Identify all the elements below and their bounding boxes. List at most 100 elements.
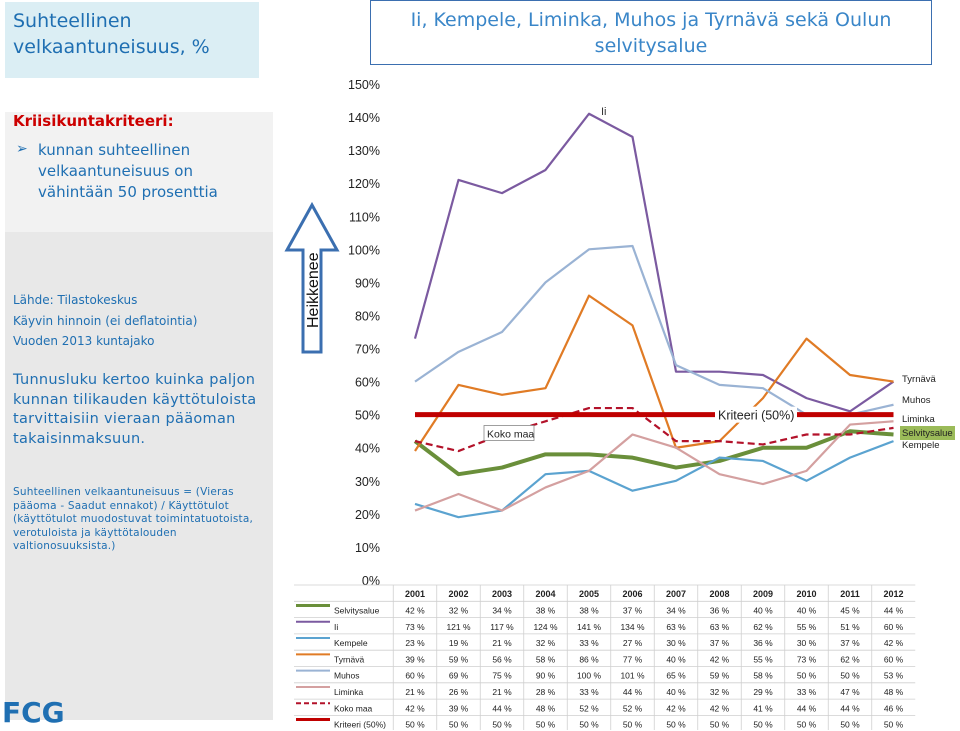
x-tick-label: 2012: [883, 589, 903, 599]
table-cell-value: 34 %: [666, 605, 686, 615]
table-cell-value: 77 %: [623, 654, 643, 664]
y-tick-label: 70%: [355, 343, 380, 357]
table-cell-value: 58 %: [536, 654, 556, 664]
table-cell-value: 56 %: [492, 654, 512, 664]
end-label: Selvitysalue: [902, 428, 953, 439]
table-cell-value: 100 %: [577, 671, 602, 681]
y-tick-label: 40%: [355, 442, 380, 456]
table-cell-value: 38 %: [579, 605, 599, 615]
table-cell-value: 36 %: [710, 605, 730, 615]
table-cell-value: 65 %: [666, 671, 686, 681]
description-text: Tunnusluku kertoo kuinka paljon kunnan t…: [13, 372, 257, 447]
table-cell-value: 86 %: [579, 654, 599, 664]
y-tick-label: 30%: [355, 475, 380, 489]
table-cell-value: 19 %: [449, 638, 469, 648]
table-cell-value: 60 %: [405, 671, 425, 681]
table-cell-value: 36 %: [753, 638, 773, 648]
source-info: Lähde: Tilastokeskus Käyvin hinnoin (ei …: [13, 290, 197, 352]
end-label: Muhos: [902, 395, 931, 406]
table-cell-value: 101 %: [620, 671, 645, 681]
table-cell-value: 21 %: [492, 638, 512, 648]
table-cell-value: 50 %: [797, 720, 817, 730]
series-line-selvitysalue: [413, 429, 894, 477]
legend-label: Koko maa: [334, 703, 373, 713]
table-cell-value: 52 %: [579, 703, 599, 713]
table-cell-value: 90 %: [536, 671, 556, 681]
table-cell-value: 44 %: [492, 703, 512, 713]
table-cell-value: 124 %: [533, 622, 558, 632]
table-cell-value: 69 %: [449, 671, 469, 681]
table-cell-value: 134 %: [620, 622, 645, 632]
series-line-liminka: [414, 420, 894, 512]
x-tick-label: 2009: [753, 589, 773, 599]
logo: FCG: [2, 696, 65, 729]
table-cell-value: 50 %: [753, 720, 773, 730]
x-tick-label: 2007: [666, 589, 686, 599]
legend-label: Tyrnävä: [334, 654, 365, 664]
table-cell-value: 42 %: [405, 605, 425, 615]
table-cell-value: 59 %: [449, 654, 469, 664]
table-cell-value: 40 %: [753, 605, 773, 615]
table-cell-value: 55 %: [797, 622, 817, 632]
table-cell-value: 60 %: [884, 622, 904, 632]
x-tick-label: 2001: [405, 589, 425, 599]
table-cell-value: 50 %: [710, 720, 730, 730]
table-cell-value: 50 %: [884, 720, 904, 730]
table-cell-value: 62 %: [753, 622, 773, 632]
table-cell-value: 63 %: [710, 622, 730, 632]
x-tick-label: 2003: [492, 589, 512, 599]
end-label: Kempele: [902, 440, 940, 451]
table-cell-value: 40 %: [666, 687, 686, 697]
table-cell-value: 73 %: [405, 622, 425, 632]
table-cell-value: 32 %: [449, 605, 469, 615]
table-cell-value: 42 %: [666, 703, 686, 713]
table-cell-value: 44 %: [840, 703, 860, 713]
x-tick-label: 2006: [622, 589, 642, 599]
table-cell-value: 53 %: [884, 671, 904, 681]
table-cell-value: 47 %: [840, 687, 860, 697]
table-cell-value: 33 %: [797, 687, 817, 697]
table-cell-value: 33 %: [579, 638, 599, 648]
source-line: Vuoden 2013 kuntajako: [13, 334, 155, 348]
annotation-label: Ii: [601, 106, 607, 118]
table-cell-value: 44 %: [623, 687, 643, 697]
table-cell-value: 21 %: [405, 687, 425, 697]
table-cell-value: 60 %: [884, 654, 904, 664]
end-label: Liminka: [902, 414, 935, 425]
annotation-label: Koko maa: [487, 429, 534, 441]
x-tick-label: 2002: [448, 589, 468, 599]
table-cell-value: 32 %: [710, 687, 730, 697]
arrow-bullet-icon: ➢: [16, 141, 28, 157]
y-tick-label: 10%: [355, 541, 380, 555]
criteria-text: kunnan suhteellinen velkaantuneisuus on …: [38, 141, 218, 201]
series-line-tyrnävä: [414, 294, 894, 452]
table-cell-value: 26 %: [449, 687, 469, 697]
legend-label: Kempele: [334, 638, 368, 648]
y-tick-label: 130%: [348, 144, 380, 158]
table-cell-value: 58 %: [753, 671, 773, 681]
table-cell-value: 33 %: [579, 687, 599, 697]
table-cell-value: 121 %: [446, 622, 471, 632]
annotation-box: [715, 406, 797, 423]
annotation-box: [483, 425, 535, 441]
chart-title: Ii, Kempele, Liminka, Muhos ja Tyrnävä s…: [370, 0, 932, 65]
legend-label: Selvitysalue: [334, 605, 380, 615]
table-cell-value: 40 %: [666, 654, 686, 664]
y-tick-label: 60%: [355, 376, 380, 390]
left-title: Suhteellinen velkaantuneisuus, %: [5, 2, 259, 78]
table-cell-value: 50 %: [840, 671, 860, 681]
y-tick-label: 80%: [355, 309, 380, 323]
table-cell-value: 48 %: [884, 687, 904, 697]
table-cell-value: 50 %: [623, 720, 643, 730]
legend-label: Ii: [334, 622, 338, 632]
table-cell-value: 75 %: [492, 671, 512, 681]
table-cell-value: 30 %: [797, 638, 817, 648]
y-axis-note: Heikkenee: [305, 252, 322, 328]
y-tick-label: 150%: [348, 78, 380, 92]
up-arrow-icon: [284, 201, 340, 354]
table-cell-value: 50 %: [492, 720, 512, 730]
table-cell-value: 42 %: [884, 638, 904, 648]
legend-label: Muhos: [334, 671, 360, 681]
source-line: Käyvin hinnoin (ei deflatointia): [13, 313, 198, 328]
table-cell-value: 28 %: [536, 687, 556, 697]
